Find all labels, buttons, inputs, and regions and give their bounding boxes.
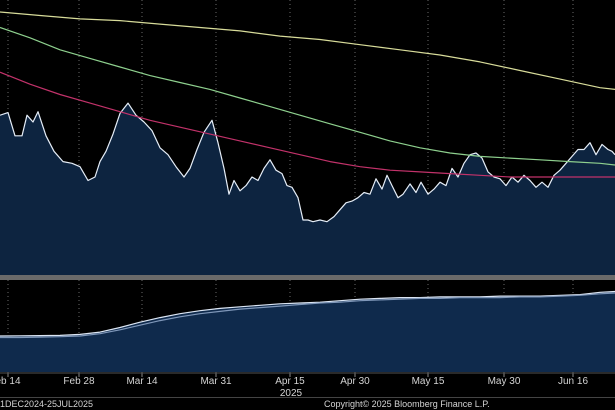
lower-panel: [0, 290, 615, 372]
x-tick-label: May 30: [488, 376, 521, 387]
x-tick-label: Apr 15: [275, 376, 305, 387]
x-tick-label: Apr 30: [340, 376, 370, 387]
upper-panel: [0, 11, 615, 275]
x-tick-label: Mar 31: [200, 376, 232, 387]
x-tick-label: Feb 28: [63, 376, 95, 387]
year-label: 2025: [280, 388, 303, 399]
upper-series-line-ma_green: [0, 26, 615, 166]
x-tick-label: Jun 16: [558, 376, 588, 387]
date-range-label: 1DEC2024-25JUL2025: [0, 399, 93, 409]
upper-series-line-ma_magenta: [0, 71, 615, 178]
copyright-label: Copyright© 2025 Bloomberg Finance L.P.: [324, 399, 490, 409]
x-tick-label: May 15: [412, 376, 445, 387]
panel-separator: [0, 275, 615, 280]
lower-series-line-lower_line2: [0, 292, 615, 339]
lower-series-line-lower_line: [0, 290, 615, 337]
upper-area-fill: [0, 103, 615, 275]
upper-series-line-ma_yellow: [0, 11, 615, 90]
x-tick-label: Mar 14: [126, 376, 158, 387]
lower-area-fill: [0, 291, 615, 372]
x-tick-label: eb 14: [0, 376, 21, 387]
x-axis: eb 14 Feb 28 Mar 14 Mar 31 Apr 15 Apr 30 May 1…: [0, 372, 615, 387]
